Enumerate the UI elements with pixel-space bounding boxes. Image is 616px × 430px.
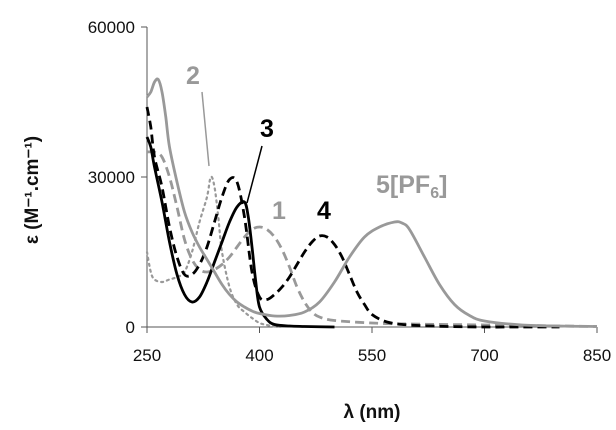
annotation-layer: 1 2 3 4 5[PF6] [186,62,447,225]
x-tick-label: 250 [133,346,161,365]
y-tick-label: 60000 [88,18,135,37]
series-line-1 [146,150,598,328]
series-line-3 [145,136,335,329]
series-label-2: 2 [186,62,200,90]
y-tick-label: 0 [126,318,135,337]
x-axis-title: λ (nm) [344,402,401,423]
axes: 0 30000 60000 250 400 550 700 850 [88,18,611,365]
series-line-4 [145,106,560,329]
leader-line-2 [201,91,210,167]
x-tick-label: 550 [358,346,386,365]
y-tick-label: 30000 [88,168,135,187]
series-line-2 [145,175,284,329]
x-tick-label: 700 [470,346,498,365]
series-layer [145,77,598,329]
leader-line-3 [246,145,263,204]
series-label-5PF6: 5[PF6] [376,171,447,202]
series-label-3: 3 [260,115,274,143]
series-label-4: 4 [317,197,331,225]
series-line-5PF6 [145,77,598,328]
y-axis-title: ε (M⁻¹.cm⁻¹) [22,136,43,244]
series-label-1: 1 [272,197,286,225]
x-tick-label: 850 [583,346,611,365]
x-tick-label: 400 [245,346,273,365]
